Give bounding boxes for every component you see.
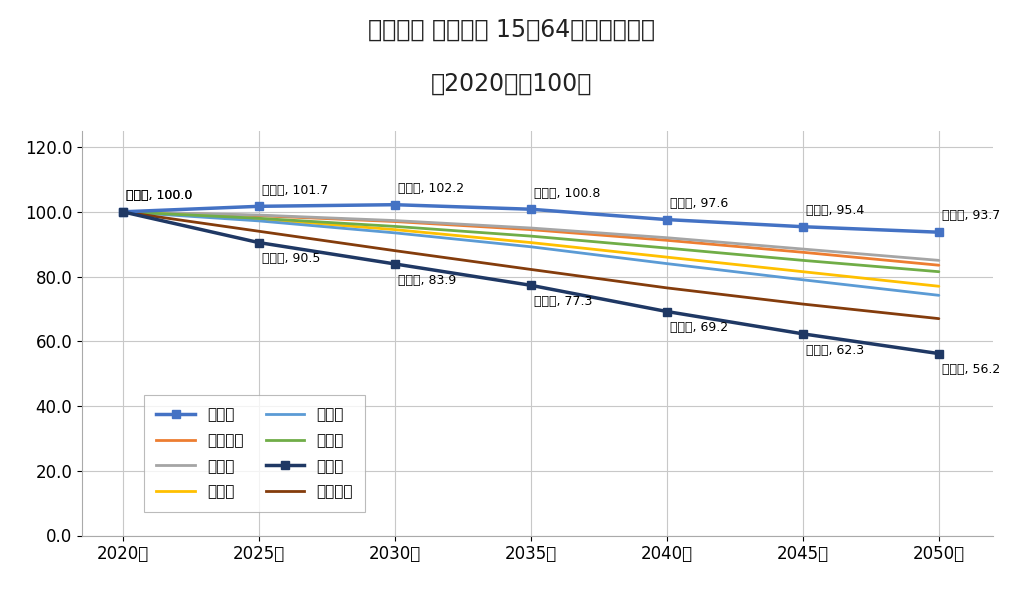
福岡県 bbox=[524, 233, 537, 240]
Text: 長崎県, 83.9: 長崎県, 83.9 bbox=[397, 274, 456, 287]
福岡県 bbox=[933, 268, 945, 275]
東京都 bbox=[797, 223, 809, 230]
Text: 長崎県, 56.2: 長崎県, 56.2 bbox=[942, 364, 999, 376]
Line: 長崎県: 長崎県 bbox=[119, 208, 943, 358]
兵庫県 bbox=[389, 229, 401, 236]
長崎県 bbox=[117, 208, 129, 215]
福岡県 bbox=[117, 208, 129, 215]
大阪府 bbox=[253, 215, 265, 223]
東京都 bbox=[660, 216, 673, 223]
鹿児島県 bbox=[389, 247, 401, 254]
鹿児島県 bbox=[117, 208, 129, 215]
神奈川県 bbox=[933, 262, 945, 269]
Text: 東京都, 97.6: 東京都, 97.6 bbox=[670, 197, 728, 210]
鹿児島県 bbox=[253, 228, 265, 235]
大阪府 bbox=[389, 226, 401, 233]
長崎県 bbox=[524, 281, 537, 289]
東京都 bbox=[253, 203, 265, 210]
愛知県 bbox=[524, 224, 537, 231]
大阪府 bbox=[117, 208, 129, 215]
愛知県 bbox=[389, 217, 401, 224]
東京都 bbox=[117, 208, 129, 215]
Text: （2020年＝100）: （2020年＝100） bbox=[431, 71, 593, 95]
Text: 長崎県, 69.2: 長崎県, 69.2 bbox=[670, 321, 728, 334]
Line: 神奈川県: 神奈川県 bbox=[123, 212, 939, 265]
鹿児島県 bbox=[524, 266, 537, 273]
福岡県 bbox=[797, 257, 809, 264]
福岡県 bbox=[389, 223, 401, 230]
兵庫県 bbox=[253, 217, 265, 224]
長崎県 bbox=[933, 350, 945, 357]
東京都 bbox=[524, 206, 537, 213]
Line: 大阪府: 大阪府 bbox=[123, 212, 939, 286]
愛知県 bbox=[797, 246, 809, 253]
Text: 東京都, 100.0: 東京都, 100.0 bbox=[126, 189, 191, 202]
Text: 東京都, 95.4: 東京都, 95.4 bbox=[806, 204, 864, 217]
Line: 東京都: 東京都 bbox=[119, 201, 943, 236]
Line: 福岡県: 福岡県 bbox=[123, 212, 939, 272]
Text: 東京都, 100.8: 東京都, 100.8 bbox=[534, 186, 600, 199]
Text: 都・県別 将来推計 15～64歳人口の推移: 都・県別 将来推計 15～64歳人口の推移 bbox=[369, 18, 655, 42]
Legend: 東京都, 神奈川県, 愛知県, 大阪府, 兵庫県, 福岡県, 長崎県, 鹿児島県: 東京都, 神奈川県, 愛知県, 大阪府, 兵庫県, 福岡県, 長崎県, 鹿児島県 bbox=[144, 395, 366, 512]
神奈川県 bbox=[524, 226, 537, 233]
福岡県 bbox=[253, 215, 265, 222]
神奈川県 bbox=[660, 237, 673, 244]
神奈川県 bbox=[253, 212, 265, 220]
愛知県 bbox=[660, 234, 673, 242]
兵庫県 bbox=[933, 292, 945, 299]
長崎県 bbox=[253, 239, 265, 246]
東京都 bbox=[933, 228, 945, 236]
長崎県 bbox=[660, 308, 673, 315]
Text: 長崎県, 77.3: 長崎県, 77.3 bbox=[534, 295, 592, 308]
Line: 鹿児島県: 鹿児島県 bbox=[123, 212, 939, 319]
Text: 長崎県, 100.0: 長崎県, 100.0 bbox=[126, 189, 191, 202]
Text: 東京都, 93.7: 東京都, 93.7 bbox=[942, 209, 999, 223]
鹿児島県 bbox=[933, 315, 945, 322]
鹿児島県 bbox=[797, 300, 809, 308]
神奈川県 bbox=[117, 208, 129, 215]
兵庫県 bbox=[117, 208, 129, 215]
Text: 東京都, 101.7: 東京都, 101.7 bbox=[261, 184, 328, 196]
Line: 愛知県: 愛知県 bbox=[123, 212, 939, 261]
大阪府 bbox=[933, 283, 945, 290]
兵庫県 bbox=[797, 276, 809, 283]
長崎県 bbox=[389, 261, 401, 268]
愛知県 bbox=[933, 257, 945, 264]
鹿児島県 bbox=[660, 284, 673, 292]
Text: 東京都, 102.2: 東京都, 102.2 bbox=[397, 182, 464, 195]
兵庫県 bbox=[524, 243, 537, 250]
神奈川県 bbox=[797, 249, 809, 256]
大阪府 bbox=[797, 268, 809, 275]
愛知県 bbox=[117, 208, 129, 215]
大阪府 bbox=[524, 239, 537, 246]
長崎県 bbox=[797, 330, 809, 337]
東京都 bbox=[389, 201, 401, 208]
大阪府 bbox=[660, 253, 673, 261]
神奈川県 bbox=[389, 218, 401, 225]
Line: 兵庫県: 兵庫県 bbox=[123, 212, 939, 295]
福岡県 bbox=[660, 245, 673, 252]
兵庫県 bbox=[660, 260, 673, 267]
Text: 長崎県, 90.5: 長崎県, 90.5 bbox=[261, 252, 319, 265]
愛知県 bbox=[253, 211, 265, 218]
Text: 長崎県, 62.3: 長崎県, 62.3 bbox=[806, 343, 864, 356]
